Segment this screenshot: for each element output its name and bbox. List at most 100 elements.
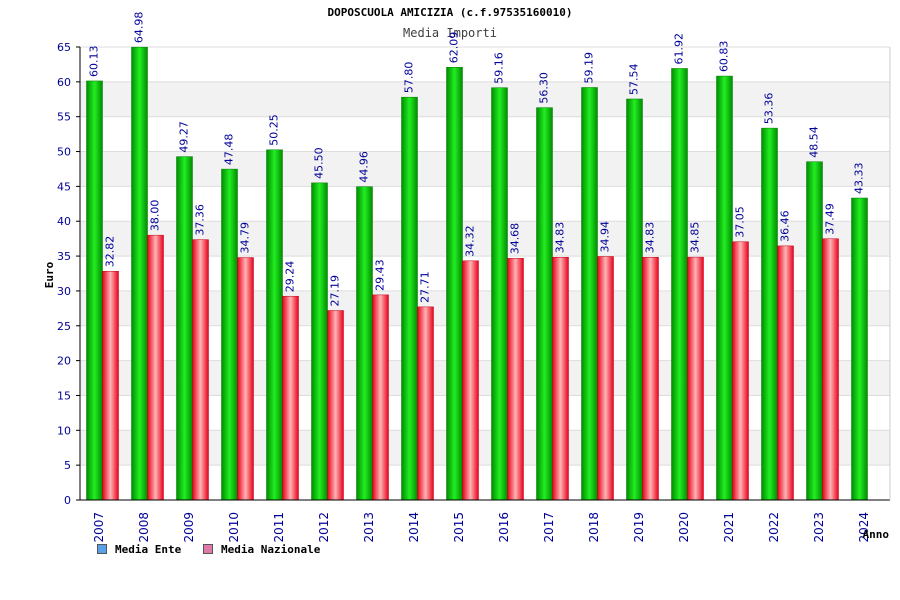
y-tick-label: 65: [57, 41, 71, 54]
y-tick-label: 45: [57, 180, 71, 193]
data-label: 56.30: [538, 72, 551, 104]
data-label: 34.83: [644, 222, 657, 254]
legend-swatch-media-ente: [97, 544, 107, 554]
data-label: 57.54: [628, 63, 641, 95]
data-label: 34.32: [464, 225, 477, 257]
y-tick-label: 20: [57, 355, 71, 368]
legend-item-media-ente: Media Ente: [97, 543, 181, 557]
bar-media-nazionale: [507, 258, 524, 501]
x-tick-label: 2010: [227, 512, 241, 543]
bar-media-ente: [131, 46, 148, 501]
x-tick-label: 2014: [407, 512, 421, 543]
data-label: 60.13: [88, 45, 101, 77]
data-label: 60.83: [718, 41, 731, 73]
bar-media-ente: [176, 156, 193, 501]
data-label: 38.00: [149, 200, 162, 232]
y-tick-label: 25: [57, 320, 71, 333]
y-tick-label: 10: [57, 424, 71, 437]
data-label: 49.27: [178, 121, 191, 153]
grid-band: [80, 360, 890, 396]
data-label: 48.54: [808, 126, 821, 158]
bar-media-ente: [851, 197, 868, 501]
chart-subtitle: Media Importi: [403, 26, 497, 40]
x-tick-label: 2007: [92, 512, 106, 543]
data-label: 50.25: [268, 114, 281, 146]
bar-media-nazionale: [372, 294, 389, 501]
grid-band: [80, 290, 890, 326]
legend-label-media-ente: Media Ente: [115, 543, 182, 556]
bar-media-ente: [761, 127, 778, 501]
bar-media-ente: [221, 168, 238, 501]
bar-media-nazionale: [102, 271, 119, 501]
bar-media-nazionale: [417, 306, 434, 501]
y-tick-label: 30: [57, 285, 71, 298]
grid-band: [80, 151, 890, 187]
grid-band: [80, 221, 890, 257]
data-label: 37.49: [824, 203, 837, 235]
bars: 60.13 32.82 64.98 38.00 49.27 37.36 47.48 34.79…: [86, 12, 868, 501]
data-label: 57.80: [403, 62, 416, 94]
x-tick-label: 2021: [722, 512, 736, 543]
x-tick-label: 2008: [137, 512, 151, 543]
grid-band: [80, 430, 890, 466]
bar-media-nazionale: [147, 234, 164, 501]
data-label: 43.33: [853, 163, 866, 195]
bar-media-ente: [491, 87, 508, 501]
x-tick-label: 2017: [542, 512, 556, 543]
data-label: 34.79: [239, 222, 252, 254]
y-axis-label: Euro: [43, 261, 56, 288]
data-label: 47.48: [223, 134, 236, 166]
data-label: 53.36: [763, 93, 776, 125]
y-tick-label: 60: [57, 76, 71, 89]
bar-media-nazionale: [822, 238, 839, 501]
bar-media-ente: [266, 149, 283, 501]
bar-media-ente: [356, 186, 373, 501]
bar-media-ente: [671, 68, 688, 501]
x-tick-label: 2016: [497, 512, 511, 543]
legend-item-media-nazionale: Media Nazionale: [203, 543, 320, 557]
y-tick-label: 55: [57, 111, 71, 124]
bar-media-nazionale: [687, 256, 704, 501]
y-tick-label: 35: [57, 250, 71, 263]
x-tick-label: 2015: [452, 512, 466, 543]
x-tick-label: 2019: [632, 512, 646, 543]
bar-media-ente: [806, 161, 823, 501]
data-label: 34.94: [599, 221, 612, 253]
x-tick-label: 2020: [677, 512, 691, 543]
y-tick-label: 5: [64, 459, 71, 472]
data-label: 34.68: [509, 223, 522, 255]
data-label: 45.50: [313, 147, 326, 179]
x-tick-label: 2011: [272, 512, 286, 543]
y-tick-label: 0: [64, 494, 71, 507]
bar-media-nazionale: [237, 257, 254, 501]
bar-media-nazionale: [642, 257, 659, 501]
legend-label-media-nazionale: Media Nazionale: [221, 543, 321, 556]
bar-media-ente: [536, 107, 553, 501]
bar-media-nazionale: [732, 241, 749, 501]
data-label: 44.96: [358, 151, 371, 183]
bar-media-nazionale: [282, 295, 299, 501]
data-label: 62.09: [448, 32, 461, 64]
data-label: 64.98: [133, 12, 146, 44]
bar-media-nazionale: [327, 310, 344, 501]
axes: 0 5 10 15 20 25 30 35 40 45 50 55 60 65 2007 2008 2009 20…: [57, 41, 891, 543]
data-label: 29.43: [374, 259, 387, 291]
data-label: 37.05: [734, 206, 747, 238]
data-label: 37.36: [194, 204, 207, 236]
data-label: 59.19: [583, 52, 596, 84]
bar-media-ente: [626, 98, 643, 501]
y-tick-label: 50: [57, 146, 71, 159]
bar-media-ente: [311, 182, 328, 501]
bar-media-nazionale: [192, 239, 209, 501]
data-label: 34.83: [554, 222, 567, 254]
y-tick-label: 40: [57, 215, 71, 228]
chart-title: DOPOSCUOLA AMICIZIA (c.f.97535160010): [327, 6, 573, 19]
data-label: 32.82: [104, 236, 117, 268]
x-tick-label: 2023: [812, 512, 826, 543]
x-tick-label: 2024: [857, 512, 871, 543]
x-tick-label: 2018: [587, 512, 601, 543]
data-label: 34.85: [689, 222, 702, 254]
x-tick-label: 2022: [767, 512, 781, 543]
grid-band: [80, 81, 890, 117]
